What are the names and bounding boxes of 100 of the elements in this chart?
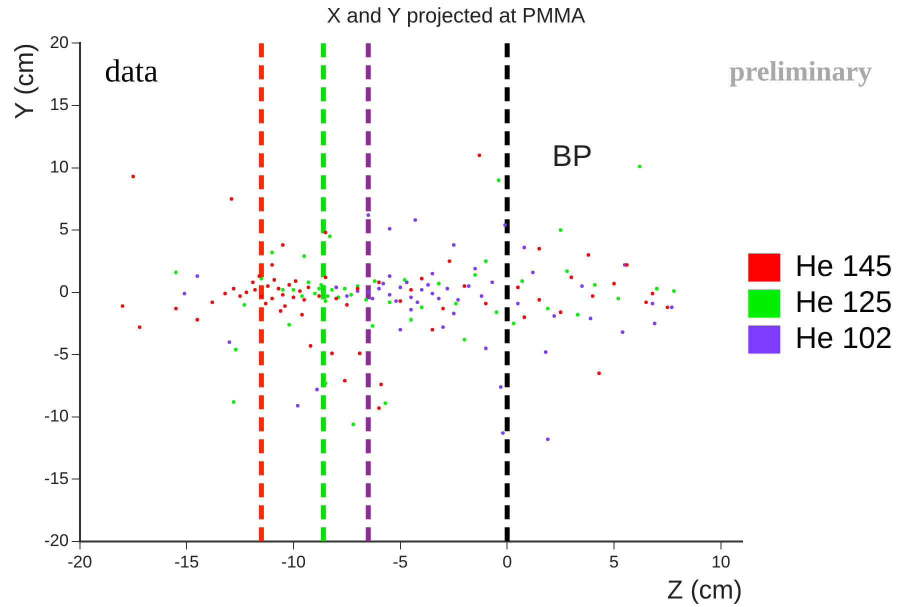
chart-title: X and Y projected at PMMA [326, 4, 586, 28]
point [398, 286, 402, 290]
point [456, 298, 460, 302]
point [503, 223, 507, 227]
point [330, 288, 334, 292]
x-tick-label: -5 [392, 552, 408, 572]
point [402, 278, 406, 282]
point [420, 305, 424, 310]
point [398, 328, 402, 332]
point [652, 322, 656, 326]
point [292, 288, 296, 292]
point [174, 270, 178, 274]
point [531, 270, 535, 274]
point [452, 312, 456, 316]
point [280, 288, 285, 292]
point [306, 280, 310, 284]
point [388, 226, 392, 231]
point [544, 350, 548, 354]
point [413, 218, 418, 222]
point [334, 286, 338, 290]
point [565, 269, 569, 273]
point [473, 273, 477, 277]
point [370, 324, 374, 328]
point [409, 308, 413, 312]
point [326, 294, 330, 298]
point [196, 274, 200, 278]
point [342, 286, 347, 290]
point [394, 299, 398, 303]
y-tick-label: 15 [50, 95, 69, 114]
point [366, 290, 370, 294]
point [441, 325, 445, 329]
point [452, 243, 456, 247]
y-tick-label: 5 [59, 220, 69, 239]
point [260, 276, 264, 280]
point [650, 302, 654, 306]
x-tick-label: -10 [281, 552, 306, 572]
point [182, 292, 186, 296]
y-tick-label: -20 [44, 531, 69, 550]
point [552, 314, 556, 318]
point [315, 388, 319, 392]
point [319, 283, 324, 287]
point [620, 330, 624, 334]
point [364, 298, 368, 302]
point [232, 400, 236, 404]
point [496, 178, 500, 182]
point [242, 302, 246, 307]
point [430, 272, 434, 276]
point [512, 322, 516, 326]
x-tick-label: 5 [609, 552, 619, 572]
y-tick-label: 0 [59, 282, 69, 301]
point [546, 437, 550, 442]
annotation: data [104, 52, 158, 89]
point [588, 316, 592, 320]
point [466, 284, 471, 288]
x-axis-title: Z (cm) [667, 574, 742, 605]
y-tick-label: -5 [54, 344, 69, 364]
point [480, 294, 484, 298]
point [446, 286, 450, 290]
point [324, 381, 328, 386]
point [437, 282, 441, 286]
point [558, 228, 562, 232]
point [670, 305, 674, 310]
point [462, 338, 466, 342]
point [404, 280, 409, 284]
point [520, 279, 524, 283]
point [228, 340, 232, 344]
legend-label: He 125 [795, 286, 892, 319]
point [546, 306, 550, 310]
point [416, 300, 420, 304]
point [516, 302, 520, 306]
point [388, 274, 392, 278]
point [370, 296, 374, 300]
point [409, 318, 413, 322]
y-tick-label: 20 [50, 32, 69, 52]
point [317, 286, 321, 290]
point [296, 404, 300, 408]
point [672, 289, 676, 293]
point [593, 283, 597, 287]
point [437, 296, 441, 300]
point [484, 259, 488, 263]
point [430, 292, 434, 296]
point [638, 164, 642, 168]
ref-line-label: BP [552, 140, 592, 174]
point [473, 266, 477, 270]
point [372, 279, 376, 283]
point [654, 286, 659, 290]
point [349, 292, 353, 297]
point [352, 422, 356, 426]
legend-label: He 102 [795, 322, 892, 355]
point [616, 296, 620, 300]
point [576, 312, 580, 317]
x-tick-label: -15 [174, 552, 199, 572]
point [580, 284, 584, 288]
point [494, 310, 498, 314]
point [345, 294, 349, 298]
x-tick-label: 0 [502, 552, 512, 572]
y-tick-label: 10 [50, 157, 69, 176]
point [384, 401, 388, 405]
point [234, 348, 238, 352]
point [287, 322, 292, 326]
